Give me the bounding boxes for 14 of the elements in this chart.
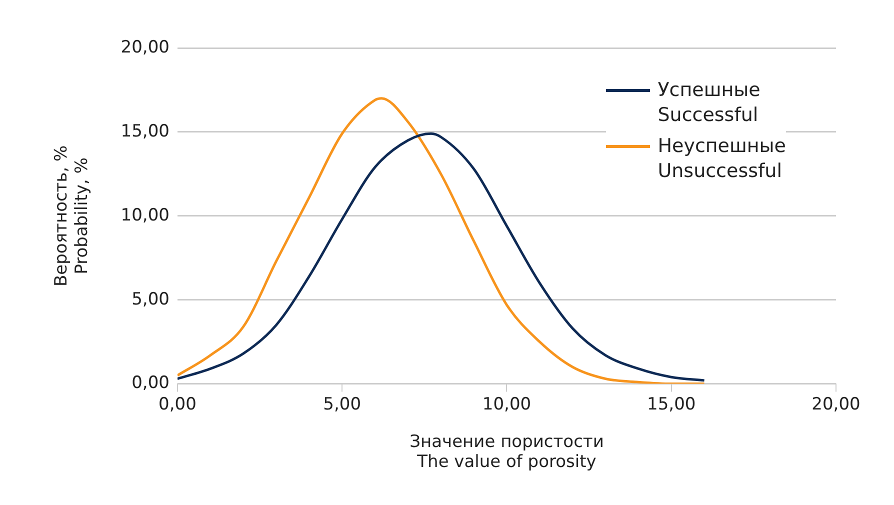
y-tick-label: 20,00 bbox=[120, 37, 170, 58]
y-tick-label: 0,00 bbox=[132, 373, 170, 394]
y-tick-label: 5,00 bbox=[132, 289, 170, 310]
legend-label: Неуспешные Unsuccessful bbox=[658, 134, 786, 184]
x-tick-label: 20,00 bbox=[812, 394, 860, 414]
y-tick-label: 10,00 bbox=[120, 205, 170, 226]
x-axis-title: Значение пористости The value of porosity bbox=[410, 432, 604, 472]
x-tick-label: 15,00 bbox=[647, 394, 696, 414]
y-tick-label: 15,00 bbox=[120, 121, 170, 142]
legend-label: Успешные Successful bbox=[658, 78, 760, 128]
x-tick-label: 10,00 bbox=[482, 394, 532, 414]
y-axis-title: Вероятность, % Probability, % bbox=[52, 145, 92, 286]
x-tick-label: 5,00 bbox=[323, 394, 362, 414]
x-tick-label: 0,00 bbox=[158, 394, 196, 414]
